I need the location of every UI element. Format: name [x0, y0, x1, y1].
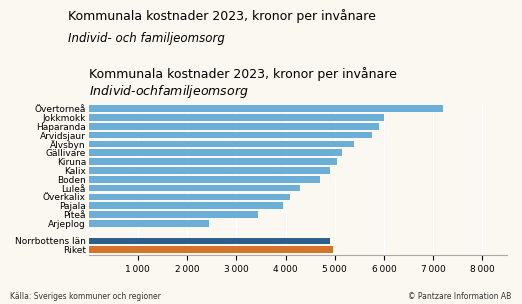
Bar	[89, 194, 290, 200]
Bar	[89, 132, 372, 138]
Text: Kommunala kostnader 2023, kronor per invånare
$\it{Individ‑ och familjeomsorg}$: Kommunala kostnader 2023, kronor per inv…	[89, 67, 397, 100]
Bar	[89, 238, 330, 244]
Text: Individ- och familjeomsorg: Individ- och familjeomsorg	[68, 32, 225, 45]
Bar	[89, 185, 300, 191]
Bar	[89, 202, 283, 209]
Bar	[89, 247, 333, 253]
Text: © Pantzare Information AB: © Pantzare Information AB	[408, 292, 512, 301]
Bar	[89, 211, 258, 218]
Bar	[89, 158, 337, 165]
Text: Källa: Sveriges kommuner och regioner: Källa: Sveriges kommuner och regioner	[10, 292, 161, 301]
Bar	[89, 141, 354, 147]
Text: Kommunala kostnader 2023, kronor per invånare: Kommunala kostnader 2023, kronor per inv…	[68, 9, 376, 23]
Bar	[89, 150, 342, 156]
Bar	[89, 123, 379, 130]
Bar	[89, 176, 320, 182]
Bar	[89, 167, 330, 174]
Bar	[89, 220, 209, 227]
Bar	[89, 105, 443, 112]
Bar	[89, 114, 384, 121]
